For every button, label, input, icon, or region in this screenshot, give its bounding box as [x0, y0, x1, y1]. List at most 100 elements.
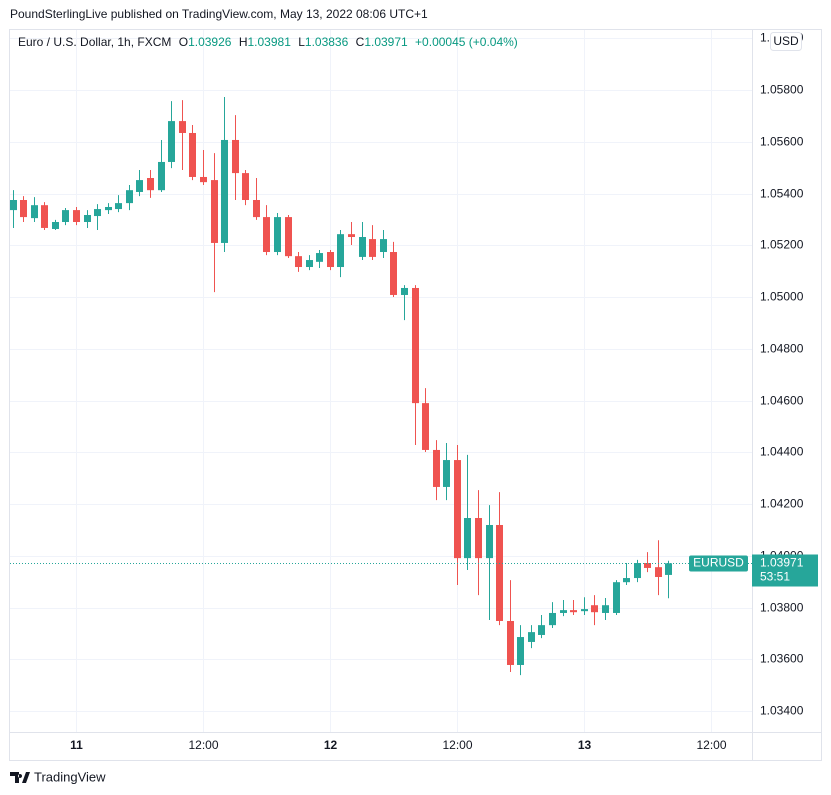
candle-body — [242, 173, 249, 201]
price-tag: 1.03971 — [760, 556, 804, 570]
y-tick-label: 1.05600 — [760, 135, 804, 149]
candle-body — [401, 287, 408, 295]
y-tick-label: 1.05000 — [760, 290, 804, 304]
candle-body — [136, 180, 143, 192]
candle-body — [285, 217, 292, 257]
candle-body — [390, 252, 397, 295]
candle-body — [665, 563, 672, 575]
legend-high: 1.03981 — [247, 35, 291, 49]
candle-body — [454, 460, 461, 559]
candle-body — [422, 403, 429, 450]
frame — [9, 29, 822, 761]
candle-body — [158, 161, 165, 191]
legend-l: L — [298, 35, 305, 49]
price-tag-box — [752, 554, 818, 587]
candle-body — [73, 210, 80, 222]
candle-body — [105, 206, 112, 211]
candle-body — [94, 209, 101, 217]
candle-body — [412, 287, 419, 404]
x-tick-label: 12 — [324, 738, 338, 752]
candle-body — [517, 637, 524, 665]
candle-body — [623, 578, 630, 583]
x-tick-label: 12:00 — [442, 738, 472, 752]
candle-body — [570, 610, 577, 613]
candle-body — [62, 210, 69, 222]
y-tick-label: 1.03800 — [760, 601, 804, 615]
candle-body — [380, 239, 387, 253]
candle-body — [433, 449, 440, 487]
candle-body — [327, 252, 334, 268]
candle-body — [115, 203, 122, 210]
candle-body — [84, 215, 91, 222]
candle-body — [147, 178, 154, 191]
y-tick-label: 1.04200 — [760, 497, 804, 511]
candle-body — [581, 609, 588, 612]
symbol-tag-box — [689, 555, 748, 572]
candle-body — [538, 625, 545, 635]
candle-body — [52, 221, 59, 229]
legend-change: +0.00045 (+0.04%) — [415, 35, 518, 49]
candle-body — [486, 524, 493, 559]
candle-body — [359, 237, 366, 257]
candle-body — [549, 612, 556, 626]
candle-body — [126, 190, 133, 204]
y-tick-label: 1.05200 — [760, 238, 804, 252]
x-tick-label: 12:00 — [188, 738, 218, 752]
candle-body — [41, 205, 48, 228]
candle-body — [31, 205, 38, 219]
candle-body — [591, 605, 598, 613]
candle-body — [464, 518, 471, 559]
axes: 1.034001.036001.038001.040001.042001.044… — [70, 31, 804, 753]
candle-body — [644, 563, 651, 568]
candle-body — [528, 632, 535, 642]
x-tick-label: 13 — [578, 738, 592, 752]
candle-body — [168, 121, 175, 162]
y-tick-label: 1.04600 — [760, 394, 804, 408]
candle-body — [369, 239, 376, 257]
legend-low: 1.03836 — [305, 35, 349, 49]
candle-body — [232, 139, 239, 174]
legend-c: C — [356, 35, 365, 49]
legend-close: 1.03971 — [364, 35, 408, 49]
symbol-tag: EURUSD — [693, 556, 744, 570]
candle-body — [306, 260, 313, 268]
candle-body — [602, 605, 609, 613]
candle-body — [507, 620, 514, 665]
candle-body — [211, 180, 218, 243]
currency-box[interactable] — [770, 32, 802, 51]
legend-symbol: Euro / U.S. Dollar, 1h, FXCM — [18, 35, 171, 49]
legend: Euro / U.S. Dollar, 1h, FXCM O1.03926 H1… — [18, 35, 518, 49]
currency[interactable]: USD — [773, 34, 799, 48]
grid — [10, 30, 752, 732]
candle-body — [655, 567, 662, 578]
y-tick-label: 1.05400 — [760, 187, 804, 201]
candle-body — [295, 256, 302, 268]
candle-body — [20, 200, 27, 218]
countdown: 53:51 — [760, 570, 790, 584]
brand: TradingView — [34, 769, 106, 784]
x-tick-label: 12:00 — [696, 738, 726, 752]
y-tick-label: 1.04800 — [760, 342, 804, 356]
candle-body — [613, 582, 620, 613]
candle-body — [221, 139, 228, 243]
y-tick-label: 1.03400 — [760, 704, 804, 718]
candle-body — [274, 217, 281, 253]
legend-o: O — [179, 35, 188, 49]
candle-body — [560, 610, 567, 613]
candle-body — [475, 518, 482, 559]
legend-open: 1.03926 — [188, 35, 232, 49]
candle-body — [316, 253, 323, 262]
y-tick-label: 1.03600 — [760, 652, 804, 666]
legend-h: H — [239, 35, 248, 49]
candle-body — [179, 121, 186, 133]
candle-body — [10, 200, 17, 211]
candle-body — [348, 234, 355, 238]
candle-body — [496, 524, 503, 621]
candle-body — [253, 200, 260, 218]
candle-body — [337, 234, 344, 268]
candle-body — [443, 460, 450, 487]
attribution: PoundSterlingLive published on TradingVi… — [10, 7, 428, 21]
candle-body — [200, 176, 207, 183]
